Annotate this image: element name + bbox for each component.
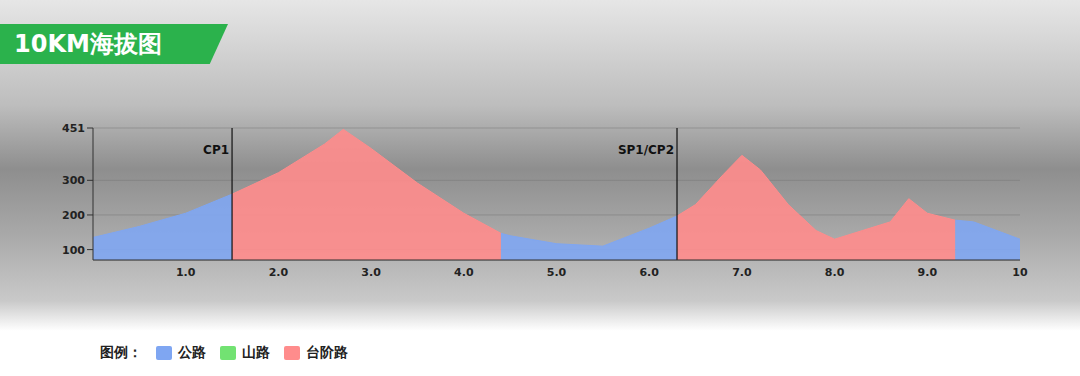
html-text:公路: 公路 <box>178 344 206 360</box>
svg-text:10: 10 <box>1012 266 1028 279</box>
svg-text:7.0: 7.0 <box>732 266 752 279</box>
svg-text:6.0: 6.0 <box>639 266 659 279</box>
svg-text:SP1/CP2: SP1/CP2 <box>618 143 674 157</box>
svg-text:451: 451 <box>62 122 85 135</box>
svg-text:3.0: 3.0 <box>361 266 381 279</box>
svg-text:CP1: CP1 <box>203 143 229 157</box>
html-text:山路: 山路 <box>242 344 270 360</box>
html-text:台阶路: 台阶路 <box>306 344 348 360</box>
svg-text:200: 200 <box>62 209 85 222</box>
svg-text:1.0: 1.0 <box>176 266 196 279</box>
html-text:图例：: 图例： <box>100 344 142 360</box>
svg-text:8.0: 8.0 <box>825 266 845 279</box>
svg-text:5.0: 5.0 <box>547 266 567 279</box>
svg-text:300: 300 <box>62 174 85 187</box>
svg-text:4.0: 4.0 <box>454 266 474 279</box>
svg-text:100: 100 <box>62 244 85 257</box>
svg-text:2.0: 2.0 <box>269 266 289 279</box>
svg-text:9.0: 9.0 <box>918 266 938 279</box>
html-text:10KM海拔图: 10KM海拔图 <box>14 30 162 58</box>
